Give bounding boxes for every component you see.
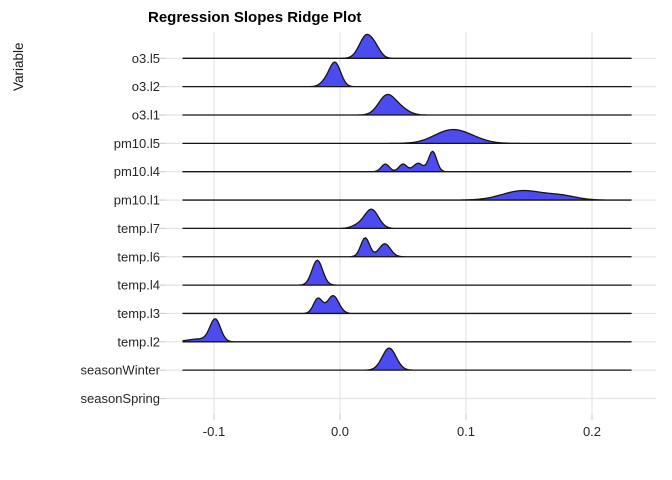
- ridge-pm10.l4: [182, 150, 632, 173]
- ridge-temp.l6: [182, 237, 632, 258]
- y-tick-label-o3.l5: o3.l5: [132, 51, 160, 66]
- y-tick-label-pm10.l1: pm10.l1: [114, 193, 160, 208]
- y-tick-label-seasonSpring: seasonSpring: [81, 391, 161, 406]
- x-tick-label-0.2: 0.2: [583, 424, 601, 439]
- y-tick-label-o3.l1: o3.l1: [132, 108, 160, 123]
- x-tick-label-0.0: 0.0: [331, 424, 349, 439]
- ridge-temp.l2: [182, 318, 632, 343]
- y-tick-label-temp.l2: temp.l2: [117, 334, 160, 349]
- x-tick-label--0.1: -0.1: [203, 424, 225, 439]
- y-tick-label-temp.l6: temp.l6: [117, 249, 160, 264]
- y-tick-label-o3.l2: o3.l2: [132, 79, 160, 94]
- y-tick-label-seasonWinter: seasonWinter: [81, 363, 161, 378]
- chart-title: Regression Slopes Ridge Plot: [148, 9, 362, 26]
- ridge-pm10.l1: [182, 189, 632, 201]
- y-tick-label-pm10.l4: pm10.l4: [114, 164, 160, 179]
- x-tick-label-0.1: 0.1: [457, 424, 475, 439]
- ridge-o3.l5: [182, 33, 632, 59]
- ridge-temp.l4: [182, 259, 632, 286]
- ridge-seasonWinter: [182, 347, 632, 371]
- y-tick-label-temp.l4: temp.l4: [117, 278, 160, 293]
- ridge-o3.l1: [182, 93, 632, 116]
- ridge-temp.l7: [182, 208, 632, 230]
- y-tick-label-pm10.l5: pm10.l5: [114, 136, 160, 151]
- ridge-temp.l3: [182, 294, 632, 315]
- y-tick-label-temp.l7: temp.l7: [117, 221, 160, 236]
- ridge-o3.l2: [182, 61, 632, 88]
- y-tick-label-temp.l3: temp.l3: [117, 306, 160, 321]
- ridge-pm10.l5: [182, 128, 632, 144]
